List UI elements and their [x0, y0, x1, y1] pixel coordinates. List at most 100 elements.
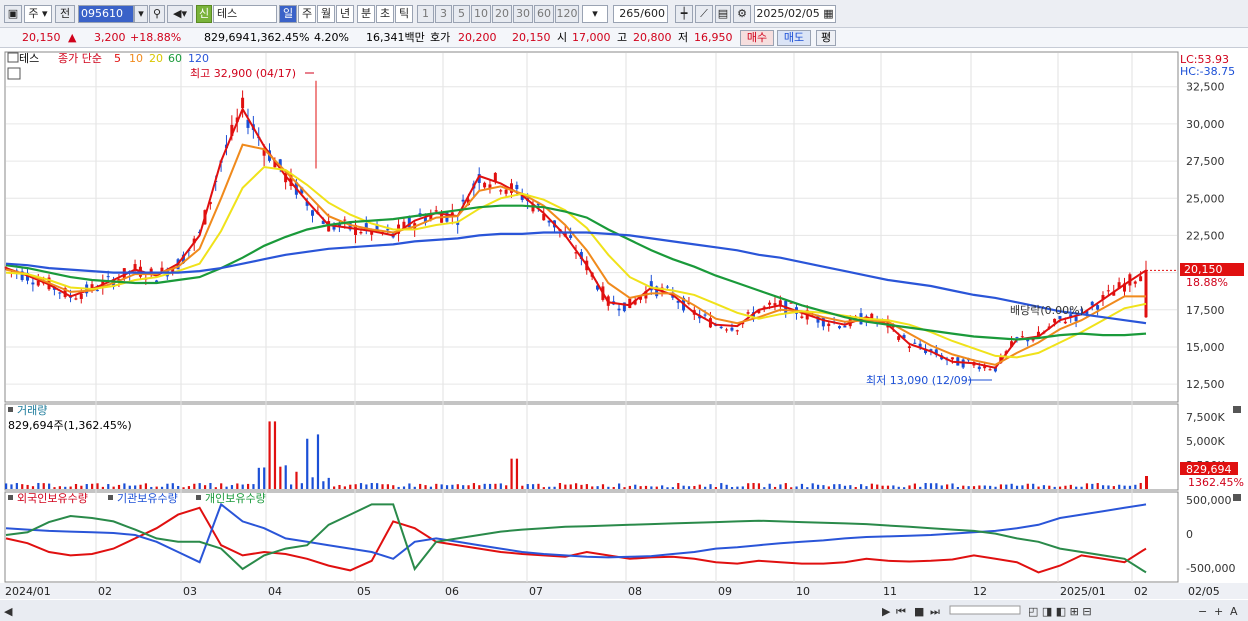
volume-bar	[290, 484, 293, 489]
trade-amount: 16,341백만	[366, 31, 425, 44]
volume-bar	[935, 483, 938, 489]
period-month-tab[interactable]: 월	[317, 5, 335, 23]
buy-button[interactable]: 매수	[740, 30, 774, 46]
interval-60[interactable]: 60	[534, 5, 554, 23]
volume-bar	[435, 483, 438, 489]
forward-icon[interactable]: ⏭	[930, 605, 940, 618]
period-second-tab[interactable]: 초	[376, 5, 394, 23]
scroll-right-icon[interactable]: ▶	[882, 605, 891, 618]
interval-1[interactable]: 1	[417, 5, 434, 23]
volume-bar	[483, 483, 486, 489]
sell-button[interactable]: 매도	[777, 30, 811, 46]
y-tick-label: 27,500	[1186, 155, 1225, 168]
ma-line-120	[5, 231, 1147, 325]
candle-body	[924, 348, 928, 354]
eval-button[interactable]: 평	[816, 30, 836, 46]
code-dropdown-icon[interactable]: ▾	[134, 5, 148, 23]
candle-body	[305, 201, 309, 206]
vol-tick-5000k: 5,000K	[1186, 435, 1225, 448]
zoom-tools-icon[interactable]: ◰ ◨ ◧ ⊞ ⊟	[1028, 605, 1092, 618]
stock-chart[interactable]: 테스 종가 단순 5 10 20 60 120 최고 32,900 (04/17…	[0, 49, 1248, 621]
candle-body	[757, 310, 761, 314]
zoom-in-icon[interactable]: +	[1214, 605, 1223, 618]
menu-icon[interactable]: ▣	[4, 5, 22, 23]
interval-30[interactable]: 30	[513, 5, 533, 23]
volume-bar	[1064, 485, 1067, 489]
draw-tool-icon[interactable]: ⟋	[695, 5, 713, 23]
volume-bar	[80, 485, 83, 489]
interval-10[interactable]: 10	[471, 5, 491, 23]
candle-body	[1053, 318, 1057, 323]
period-week-tab[interactable]: 주	[298, 5, 316, 23]
volume-bar	[263, 467, 266, 489]
volume-bar	[601, 484, 605, 489]
volume-close-icon[interactable]	[1233, 406, 1241, 413]
stop-icon[interactable]: ■	[914, 605, 924, 618]
candle-body	[488, 184, 492, 189]
volume-bar	[919, 486, 922, 489]
candle-body	[1036, 331, 1040, 337]
candle-body	[149, 268, 153, 272]
stock-name-field[interactable]: 테스	[213, 5, 277, 23]
period-day-tab[interactable]: 일	[279, 5, 297, 23]
date-value: 2025/02/05	[756, 7, 820, 20]
flow-close-icon[interactable]	[1233, 494, 1241, 501]
candle-body	[1101, 295, 1105, 300]
vol-tick-7500k: 7,500K	[1186, 411, 1225, 424]
candle-body	[278, 159, 282, 169]
candle-body	[106, 276, 110, 278]
low-price: 16,950	[694, 31, 733, 44]
volume-bar	[112, 486, 115, 489]
foreign-line	[5, 506, 1147, 574]
volume-bar	[354, 484, 357, 489]
change-rate: +18.88%	[130, 31, 182, 44]
volume-rate: 1,362.45%	[250, 31, 310, 44]
volume-bar	[886, 485, 890, 489]
volume-bar	[575, 483, 578, 489]
current-rate-tag: 18.88%	[1186, 276, 1228, 289]
legend-toggle-icon[interactable]	[7, 52, 19, 63]
search-icon[interactable]: ⚲	[149, 5, 165, 23]
interval-3[interactable]: 3	[435, 5, 452, 23]
volume-bar	[349, 484, 352, 489]
high-label: 고	[617, 31, 628, 44]
volume-bar	[107, 484, 110, 489]
font-size-icon[interactable]: A	[1230, 605, 1238, 618]
legend-type: 종가 단순	[58, 52, 102, 65]
candle-icon[interactable]: ┿	[675, 5, 693, 23]
zoom-slider[interactable]	[949, 605, 1021, 615]
prev-button[interactable]: 전	[55, 5, 75, 23]
volume-bar	[376, 483, 379, 489]
candle-body	[542, 213, 546, 221]
volume-bar	[209, 483, 212, 489]
count-field[interactable]: 265/600	[613, 5, 668, 23]
date-field[interactable]: 2025/02/05 ▦	[754, 5, 836, 23]
zoom-out-icon[interactable]: −	[1198, 605, 1207, 618]
sound-icon[interactable]: ◀▾	[167, 5, 193, 23]
table-icon[interactable]	[7, 67, 21, 80]
period-tick-tab[interactable]: 틱	[395, 5, 413, 23]
period-minute-tab[interactable]: 분	[357, 5, 375, 23]
save-icon[interactable]: ▤	[715, 5, 731, 23]
volume-bar	[53, 487, 56, 489]
volume-bar	[870, 483, 873, 489]
code-input[interactable]: 095610	[78, 5, 134, 23]
candle-body	[988, 369, 992, 371]
bid-price: 20,150	[512, 31, 551, 44]
candle-body	[1079, 309, 1083, 311]
chart-scrollbar[interactable]	[0, 600, 1248, 621]
interval-120[interactable]: 120	[555, 5, 579, 23]
gear-icon[interactable]: ⚙	[733, 5, 751, 23]
rewind-icon[interactable]: ⏮	[896, 605, 906, 618]
volume-bar	[682, 485, 685, 489]
market-select[interactable]: 주 ▾	[24, 5, 52, 23]
candle-body	[762, 306, 766, 308]
volume-bar	[236, 483, 239, 489]
scroll-left-icon[interactable]: ◀	[4, 605, 13, 618]
interval-5[interactable]: 5	[453, 5, 470, 23]
period-year-tab[interactable]: 년	[336, 5, 354, 23]
interval-custom-select[interactable]: ▾	[582, 5, 608, 23]
interval-20[interactable]: 20	[492, 5, 512, 23]
volume-bar	[505, 485, 508, 489]
x-label: 02/05	[1188, 585, 1220, 598]
